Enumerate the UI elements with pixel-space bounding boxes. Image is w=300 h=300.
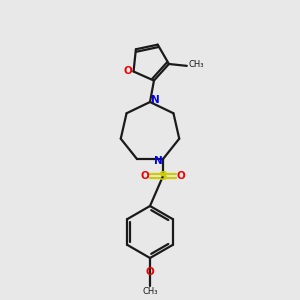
Text: O: O bbox=[177, 171, 185, 181]
Text: S: S bbox=[158, 169, 167, 182]
Text: O: O bbox=[123, 67, 132, 76]
Text: CH₃: CH₃ bbox=[142, 287, 158, 296]
Text: CH₃: CH₃ bbox=[189, 60, 204, 69]
Text: N: N bbox=[154, 156, 162, 166]
Text: O: O bbox=[146, 267, 154, 277]
Text: O: O bbox=[141, 171, 149, 181]
Text: N: N bbox=[151, 95, 159, 105]
